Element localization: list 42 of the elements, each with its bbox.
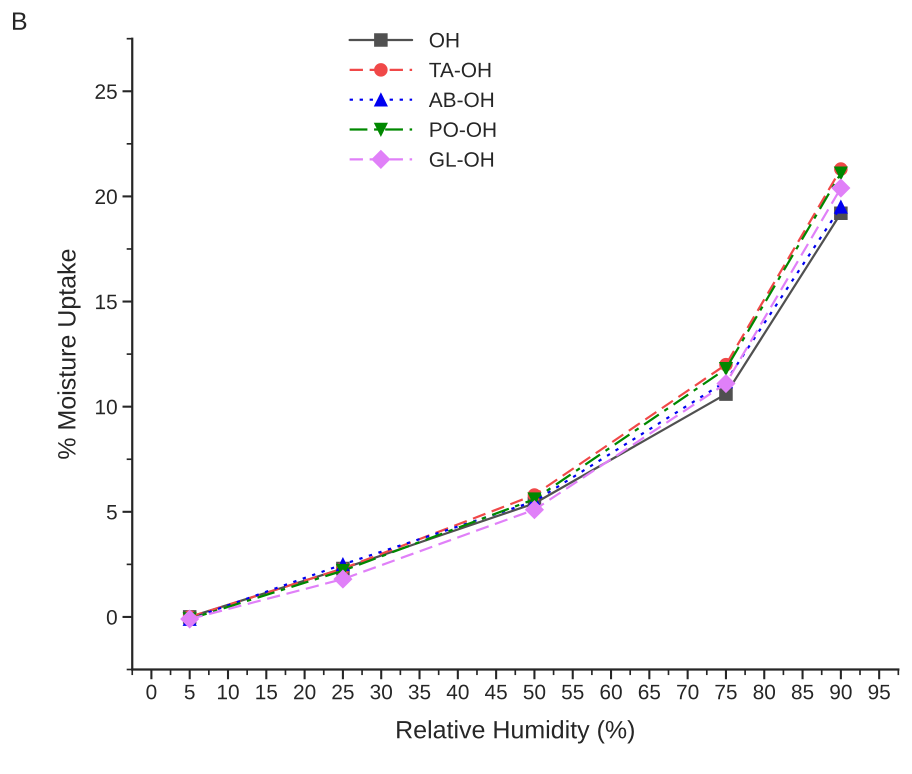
x-tick-label: 30 (370, 684, 392, 700)
x-tick-label: 70 (677, 684, 698, 700)
x-tick-label: 40 (446, 684, 469, 700)
point (334, 570, 352, 588)
x-tick-label: 5 (184, 684, 195, 700)
x-tick-label: 80 (754, 684, 776, 700)
point (834, 166, 848, 180)
x-axis-title: Relative Humidity (%) (397, 720, 634, 744)
y-tick-label: 10 (96, 400, 117, 414)
x-tick-label: 20 (294, 684, 316, 700)
point (834, 200, 848, 214)
x-tick-label: 55 (562, 684, 584, 700)
x-tick-label: 0 (146, 684, 156, 700)
x-tick-label: 15 (256, 684, 278, 700)
y-tick-label: 15 (96, 294, 117, 310)
y-tick-label: 5 (106, 505, 117, 520)
y-tick-label: 0 (106, 610, 117, 625)
x-tick-label: 10 (218, 684, 239, 700)
x-tick-label: 75 (715, 684, 737, 700)
legend-label: AB-OH (428, 92, 494, 108)
point (832, 178, 850, 198)
x-tick-label: 90 (830, 684, 852, 700)
y-tick-label: 25 (96, 84, 117, 100)
x-tick-label: 85 (792, 684, 814, 700)
point (180, 610, 200, 628)
legend-label: GL-OH (430, 152, 494, 167)
x-tick-label: 45 (485, 684, 507, 700)
legend-label: PO-OH (430, 122, 496, 138)
x-tick-label: 95 (868, 684, 890, 700)
x-tick-label: 35 (408, 684, 430, 700)
x-tick-label: 65 (638, 684, 660, 700)
point (525, 500, 544, 520)
x-tick-label: 25 (332, 684, 354, 700)
point (716, 374, 736, 393)
text: B (12, 12, 26, 30)
point (719, 362, 733, 376)
legend-label: TA-OH (429, 62, 490, 78)
y-axis-title: % Moisture Uptake (57, 250, 81, 459)
legend-label: OH (430, 32, 458, 48)
x-tick-label: 50 (524, 684, 546, 700)
x-tick-label: 60 (600, 684, 622, 700)
y-tick-label: 20 (96, 189, 117, 204)
